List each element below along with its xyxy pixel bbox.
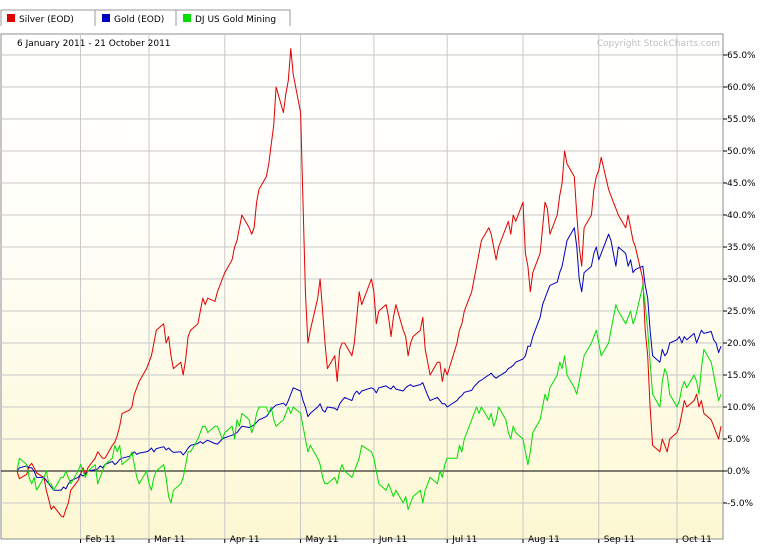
series-line-1 <box>16 227 722 491</box>
y-tick-label: 30.0% <box>727 275 756 285</box>
x-axis: Feb 11 Mar 11 Apr 11 May 11 Jun 11 Jul 11 Aug … <box>80 535 712 545</box>
x-tick-label: Jul 11 <box>451 535 477 545</box>
legend-swatch-gold-mining <box>183 14 191 22</box>
y-tick-label: 5.0% <box>727 435 750 445</box>
legend-swatch-gold <box>102 14 110 22</box>
y-tick-label: 0.0% <box>727 467 750 477</box>
x-tick-label: Apr 11 <box>230 535 260 545</box>
y-tick-label: 15.0% <box>727 371 756 381</box>
y-tick-label: 25.0% <box>727 307 756 317</box>
legend-label-silver: Silver (EOD) <box>19 15 74 25</box>
x-tick-label: Jun 11 <box>378 535 407 545</box>
x-tick-label: Feb 11 <box>86 535 116 545</box>
x-tick-label: May 11 <box>306 535 339 545</box>
y-tick-label: 55.0% <box>727 115 756 125</box>
y-tick-label: 10.0% <box>727 403 756 413</box>
y-tick-label: -5.0% <box>727 499 754 509</box>
series-line-0 <box>16 48 722 518</box>
legend-label-gold: Gold (EOD) <box>114 15 164 25</box>
y-tick-label: 45.0% <box>727 179 756 189</box>
y-tick-label: 20.0% <box>727 339 756 349</box>
watermark: Copyright StockCharts.com <box>597 39 720 49</box>
y-tick-label: 50.0% <box>727 147 756 157</box>
y-tick-label: 40.0% <box>727 211 756 221</box>
x-tick-label: Aug 11 <box>528 535 560 545</box>
x-tick-label: Mar 11 <box>154 535 185 545</box>
series-line-2 <box>16 284 722 510</box>
y-axis: 65.0% 60.0% 55.0% 50.0% 45.0% 40.0% 35.0% 30.0%… <box>723 51 756 509</box>
chart-subtitle: 6 January 2011 - 21 October 2011 <box>17 39 171 49</box>
y-tick-label: 35.0% <box>727 243 756 253</box>
legend-swatch-silver <box>7 14 15 22</box>
series-lines <box>16 48 722 518</box>
x-tick-label: Sep 11 <box>604 535 635 545</box>
y-tick-label: 65.0% <box>727 51 756 61</box>
x-tick-label: Oct 11 <box>682 535 712 545</box>
y-tick-label: 60.0% <box>727 83 756 93</box>
legend-label-gold-mining: DJ US Gold Mining <box>195 15 276 25</box>
vertical-gridlines <box>80 34 678 539</box>
legend: Silver (EOD) Gold (EOD) DJ US Gold Minin… <box>0 9 291 26</box>
